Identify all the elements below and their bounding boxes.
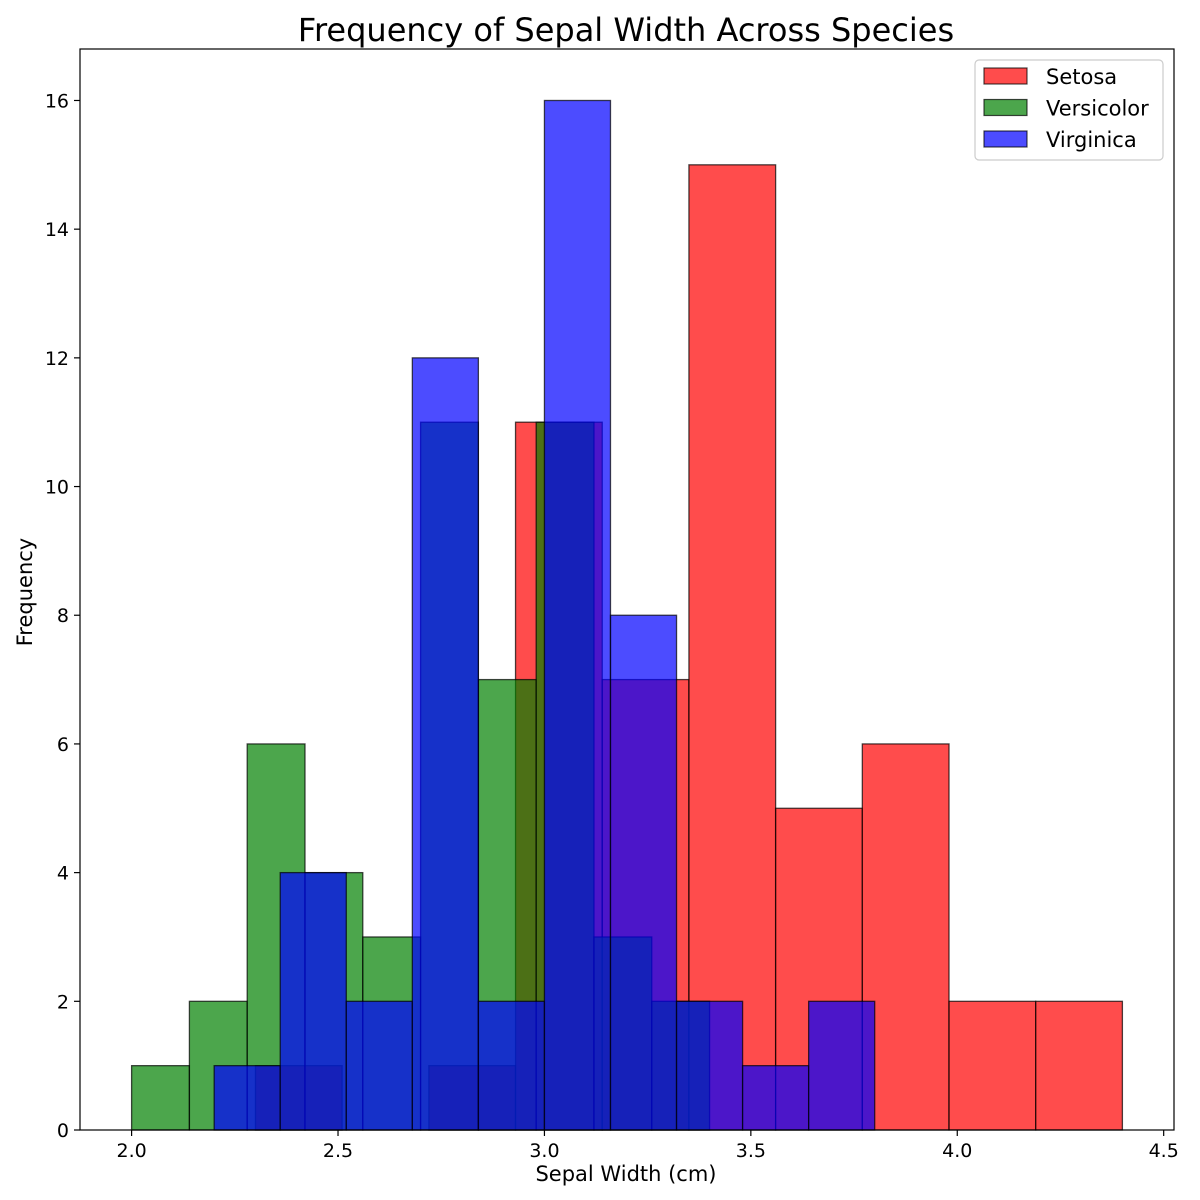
x-tick-label: 2.5 — [323, 1140, 353, 1162]
legend-swatch-setosa — [983, 67, 1028, 85]
series-virginica — [213, 99, 876, 1131]
legend-label-virginica: Virginica — [1046, 128, 1137, 152]
bar-virginica-3 — [411, 357, 480, 1131]
y-tick-label: 2 — [57, 991, 69, 1013]
y-tick-label: 0 — [57, 1120, 69, 1142]
bar-virginica-8 — [741, 1065, 810, 1131]
bar-virginica-2 — [345, 1000, 413, 1131]
bars-layer — [130, 99, 1124, 1131]
bar-virginica-1 — [279, 871, 347, 1131]
bar-setosa-7 — [861, 743, 950, 1131]
chart-title: Frequency of Sepal Width Across Species — [298, 11, 954, 49]
bar-setosa-9 — [1035, 1000, 1124, 1131]
legend-label-setosa: Setosa — [1046, 65, 1117, 89]
bar-virginica-6 — [609, 614, 678, 1131]
x-tick-label: 4.0 — [942, 1140, 972, 1162]
bar-setosa-8 — [948, 1000, 1037, 1131]
y-tick-label: 10 — [45, 477, 69, 499]
bar-versicolor-0 — [130, 1065, 191, 1131]
legend-swatch-versicolor — [983, 98, 1028, 117]
y-tick-label: 14 — [45, 219, 69, 241]
plot-frame — [79, 48, 1175, 1131]
y-tick-label: 16 — [45, 90, 69, 112]
x-tick-label: 2.0 — [116, 1140, 146, 1162]
legend-label-versicolor: Versicolor — [1046, 97, 1149, 121]
x-axis-label: Sepal Width (cm) — [535, 1162, 716, 1186]
y-axis-label: Frequency — [13, 538, 37, 647]
legend: Setosa Versicolor Virginica — [974, 59, 1164, 161]
y-tick-label: 4 — [57, 863, 69, 885]
x-tick-label: 3.0 — [529, 1140, 559, 1162]
bar-setosa-5 — [688, 164, 777, 1131]
legend-swatch-virginica — [983, 130, 1028, 148]
y-tick-label: 6 — [57, 734, 69, 756]
x-tick-label: 3.5 — [736, 1140, 766, 1162]
bar-virginica-9 — [807, 1000, 876, 1131]
x-tick-label: 4.5 — [1149, 1140, 1179, 1162]
bar-virginica-4 — [477, 1000, 546, 1131]
bar-virginica-5 — [543, 99, 612, 1131]
axes-layer: 2.0 2.5 3.0 3.5 4.0 4.5 0 2 4 6 8 10 12 14 16 — [45, 48, 1179, 1162]
bar-virginica-7 — [675, 1000, 744, 1131]
bar-virginica-0 — [213, 1065, 281, 1131]
y-tick-label: 12 — [45, 348, 69, 370]
y-tick-label: 8 — [57, 605, 69, 627]
